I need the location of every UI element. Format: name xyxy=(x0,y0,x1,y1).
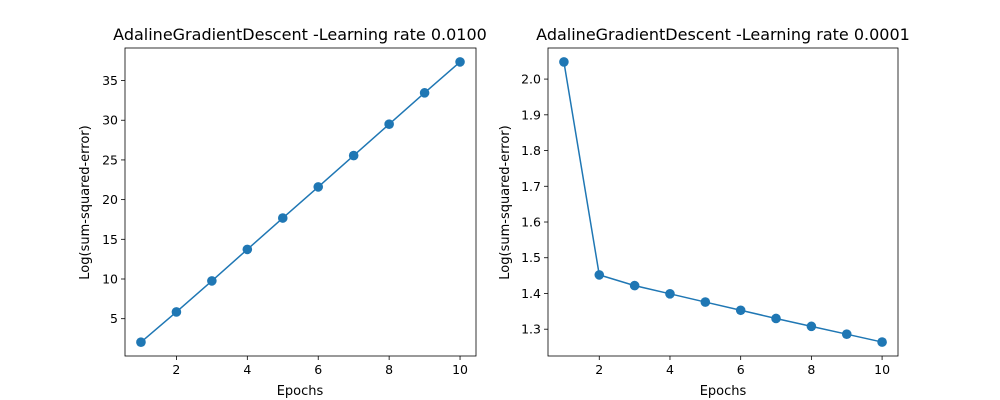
x-axis-label: Epochs xyxy=(277,384,324,399)
x-tick-label: 4 xyxy=(666,362,674,377)
y-tick-label: 35 xyxy=(102,73,118,88)
data-point xyxy=(771,313,781,324)
y-tick-label: 1.3 xyxy=(521,322,541,337)
chart-title: AdalineGradientDescent -Learning rate 0.… xyxy=(113,25,487,44)
x-tick-label: 6 xyxy=(737,362,745,377)
y-axis-label: Log(sum-squared-error) xyxy=(498,125,513,279)
x-tick-label: 8 xyxy=(807,362,815,377)
series-line xyxy=(563,61,883,343)
y-tick-label: 15 xyxy=(102,232,118,247)
data-point xyxy=(313,182,324,192)
subplot-right: AdalineGradientDescent -Learning rate 0.… xyxy=(498,25,910,399)
data-point xyxy=(455,57,465,67)
subplot-left: AdalineGradientDescent -Learning rate 0.… xyxy=(78,25,487,399)
data-point xyxy=(629,280,640,291)
data-point xyxy=(665,289,675,299)
chart-title: AdalineGradientDescent -Learning rate 0.… xyxy=(536,25,910,44)
data-point xyxy=(207,276,217,286)
y-tick-label: 10 xyxy=(102,272,118,287)
y-tick-label: 30 xyxy=(102,113,118,128)
y-axis-label: Log(sum-squared-error) xyxy=(78,125,93,279)
data-point xyxy=(419,88,430,98)
data-point xyxy=(735,305,746,316)
data-point xyxy=(594,270,605,280)
data-point xyxy=(384,119,394,130)
data-point xyxy=(348,150,359,161)
y-tick-label: 5 xyxy=(110,311,118,326)
data-point xyxy=(806,321,817,332)
x-tick-label: 4 xyxy=(243,362,251,377)
x-tick-label: 2 xyxy=(595,362,603,377)
y-tick-label: 1.7 xyxy=(521,179,541,194)
y-tick-label: 20 xyxy=(102,192,118,207)
y-tick-label: 1.8 xyxy=(521,143,541,158)
y-tick-label: 1.6 xyxy=(521,215,541,230)
data-point xyxy=(700,297,711,307)
y-tick-label: 2.0 xyxy=(521,72,541,87)
data-point xyxy=(242,244,253,255)
y-tick-label: 1.9 xyxy=(521,107,541,122)
y-tick-label: 25 xyxy=(102,152,118,167)
x-tick-label: 8 xyxy=(385,362,393,377)
x-tick-label: 10 xyxy=(874,362,890,377)
x-axis-label: Epochs xyxy=(700,384,747,399)
x-tick-label: 10 xyxy=(452,362,468,377)
plot-frame xyxy=(124,47,477,357)
plot-frame xyxy=(547,47,899,357)
data-point xyxy=(171,307,182,317)
x-tick-label: 2 xyxy=(172,362,180,377)
data-point xyxy=(277,213,288,223)
data-point xyxy=(877,337,887,347)
x-tick-label: 6 xyxy=(314,362,322,377)
y-tick-label: 1.5 xyxy=(521,250,541,265)
y-tick-label: 1.4 xyxy=(521,286,541,301)
data-point xyxy=(559,57,569,67)
series-line xyxy=(140,61,461,343)
data-point xyxy=(136,337,146,347)
data-point xyxy=(841,329,852,340)
